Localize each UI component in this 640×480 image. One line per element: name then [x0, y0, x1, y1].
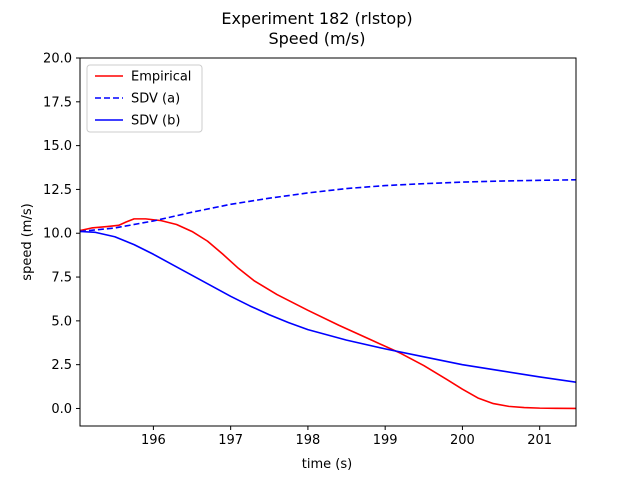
- x-tick-label: 198: [295, 433, 320, 448]
- x-tick-label: 201: [527, 433, 552, 448]
- chart-title: Experiment 182 (rlstop): [221, 9, 412, 28]
- legend-label-1: Empirical: [131, 70, 191, 85]
- axes-frame: [79, 57, 577, 427]
- y-tick-label: 20.0: [43, 52, 72, 67]
- y-tick-label: 2.5: [51, 358, 72, 373]
- chart-subtitle: Speed (m/s): [268, 29, 365, 48]
- y-tick-label: 7.5: [51, 271, 72, 286]
- y-tick-label: 15.0: [43, 139, 72, 154]
- legend: Empirical SDV (a) SDV (b): [86, 64, 203, 133]
- x-axis-label: time (s): [302, 457, 352, 472]
- series-line-1: [80, 218, 576, 410]
- x-tick-label: 200: [450, 433, 475, 448]
- plot-area: 196 197 198 199 200 201 0.0 2.5 5.0 7.5 10.0 12.5 15…: [43, 52, 577, 448]
- legend-label-2: SDV (a): [131, 92, 180, 107]
- x-tick-label: 196: [141, 433, 166, 448]
- y-tick-label: 5.0: [51, 314, 72, 329]
- series-group: [80, 178, 576, 410]
- series-line-3: [80, 230, 576, 383]
- y-tick-label: 10.0: [43, 227, 72, 242]
- y-tick-label: 12.5: [43, 183, 72, 198]
- legend-label-3: SDV (b): [131, 114, 180, 129]
- x-tick-label: 197: [218, 433, 243, 448]
- y-axis-label: speed (m/s): [20, 203, 35, 280]
- x-tick-label: 199: [373, 433, 398, 448]
- legend-box: [86, 64, 203, 133]
- y-tick-label: 0.0: [51, 402, 72, 417]
- series-line-2: [80, 178, 576, 233]
- y-tick-label: 17.5: [43, 95, 72, 110]
